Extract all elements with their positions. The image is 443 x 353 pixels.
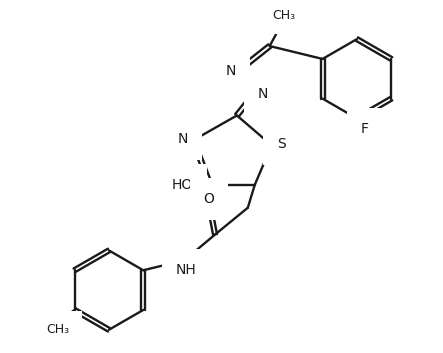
Text: S: S — [277, 137, 286, 151]
Text: N: N — [178, 132, 188, 146]
Text: CH₃: CH₃ — [46, 323, 69, 336]
Text: O: O — [204, 192, 214, 206]
Text: NH: NH — [176, 263, 197, 277]
Text: HO: HO — [172, 178, 193, 192]
Text: N: N — [257, 86, 268, 101]
Text: N: N — [226, 64, 236, 78]
Text: CH₃: CH₃ — [272, 9, 295, 22]
Text: F: F — [361, 122, 369, 136]
